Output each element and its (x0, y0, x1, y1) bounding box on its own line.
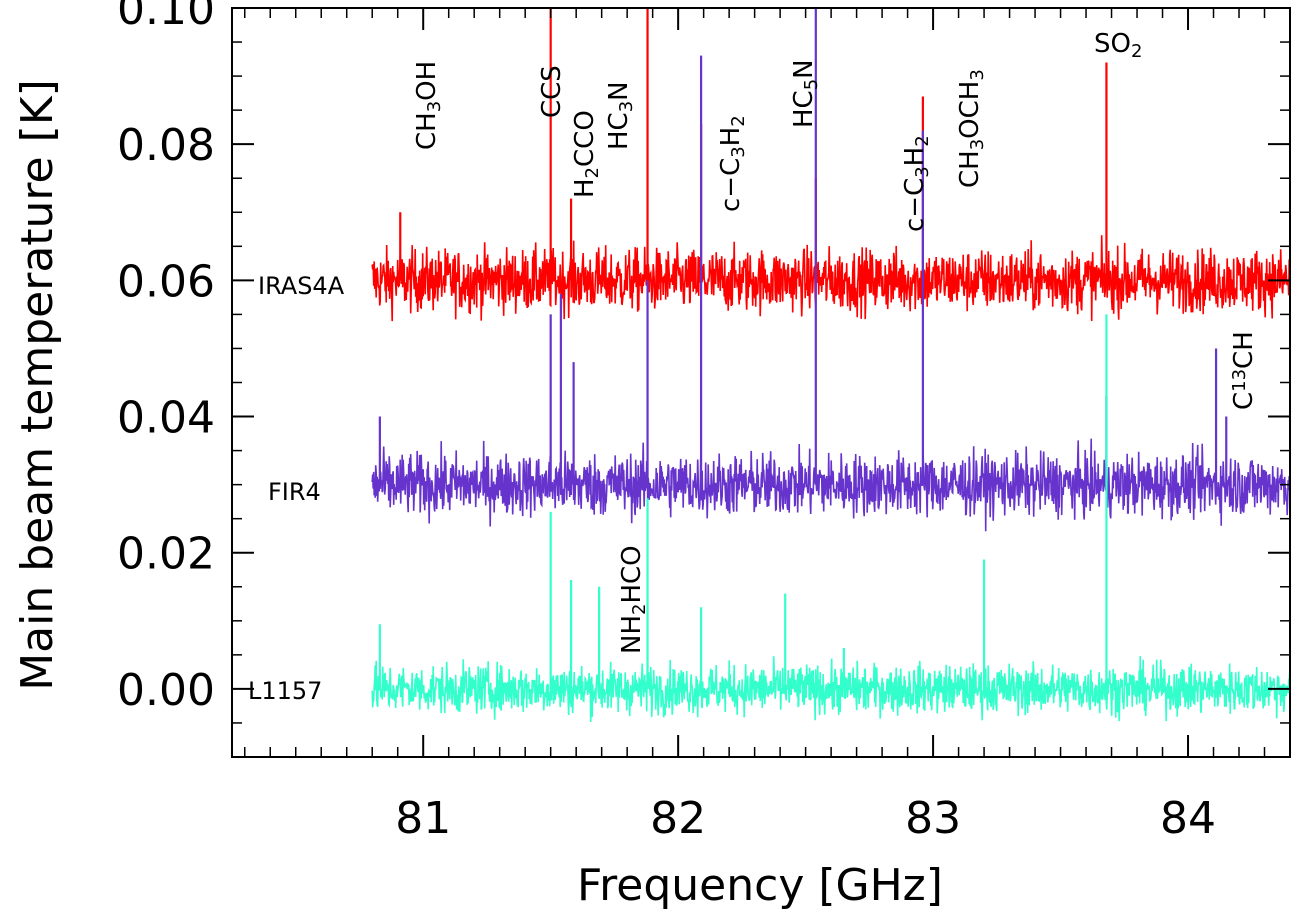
molecule-label: C13CH (1229, 331, 1259, 410)
y-tick-label: 0.00 (117, 665, 215, 716)
y-tick-label: 0.04 (117, 393, 215, 444)
x-tick-label: 84 (1160, 793, 1216, 844)
x-tick-label: 82 (650, 793, 706, 844)
axes-layer: 81 82 83 84 0.00 0.02 0.04 0.06 0.08 0.10 Frequenc… (12, 0, 1291, 911)
source-label: FIR4 (268, 478, 321, 506)
molecule-label: HC5N (789, 59, 822, 128)
molecule-label: SO2 (1094, 29, 1142, 62)
molecule-label: c−C3H2 (716, 115, 749, 212)
y-axis-label: Main beam temperature [K] (12, 79, 63, 691)
y-tick-label: 0.08 (117, 120, 215, 171)
series-l1157-trace (371, 656, 1290, 723)
x-tick-label: 81 (395, 793, 451, 844)
series-fir4-trace (371, 438, 1290, 532)
molecule-label: H2CCO (570, 110, 603, 198)
series-iras4a-trace (371, 235, 1290, 322)
molecule-label: c−C3H2 (900, 135, 933, 232)
molecule-label: CH3OCH3 (955, 69, 988, 188)
y-tick-label: 0.02 (117, 529, 215, 580)
source-label: IRAS4A (258, 272, 345, 300)
molecule-label: CH3OH (412, 61, 445, 150)
plot-frame (231, 7, 1291, 758)
x-tick-label: 83 (905, 793, 961, 844)
molecule-label: NH2HCO (617, 545, 650, 654)
spectra-layer (371, 8, 1290, 723)
y-tick-label: 0.10 (117, 0, 215, 35)
y-tick-label: 0.06 (117, 256, 215, 307)
x-axis-label: Frequency [GHz] (577, 860, 943, 911)
molecule-label: CCS (537, 65, 567, 118)
source-label: L1157 (248, 677, 322, 705)
molecule-label: HC3N (604, 81, 637, 150)
